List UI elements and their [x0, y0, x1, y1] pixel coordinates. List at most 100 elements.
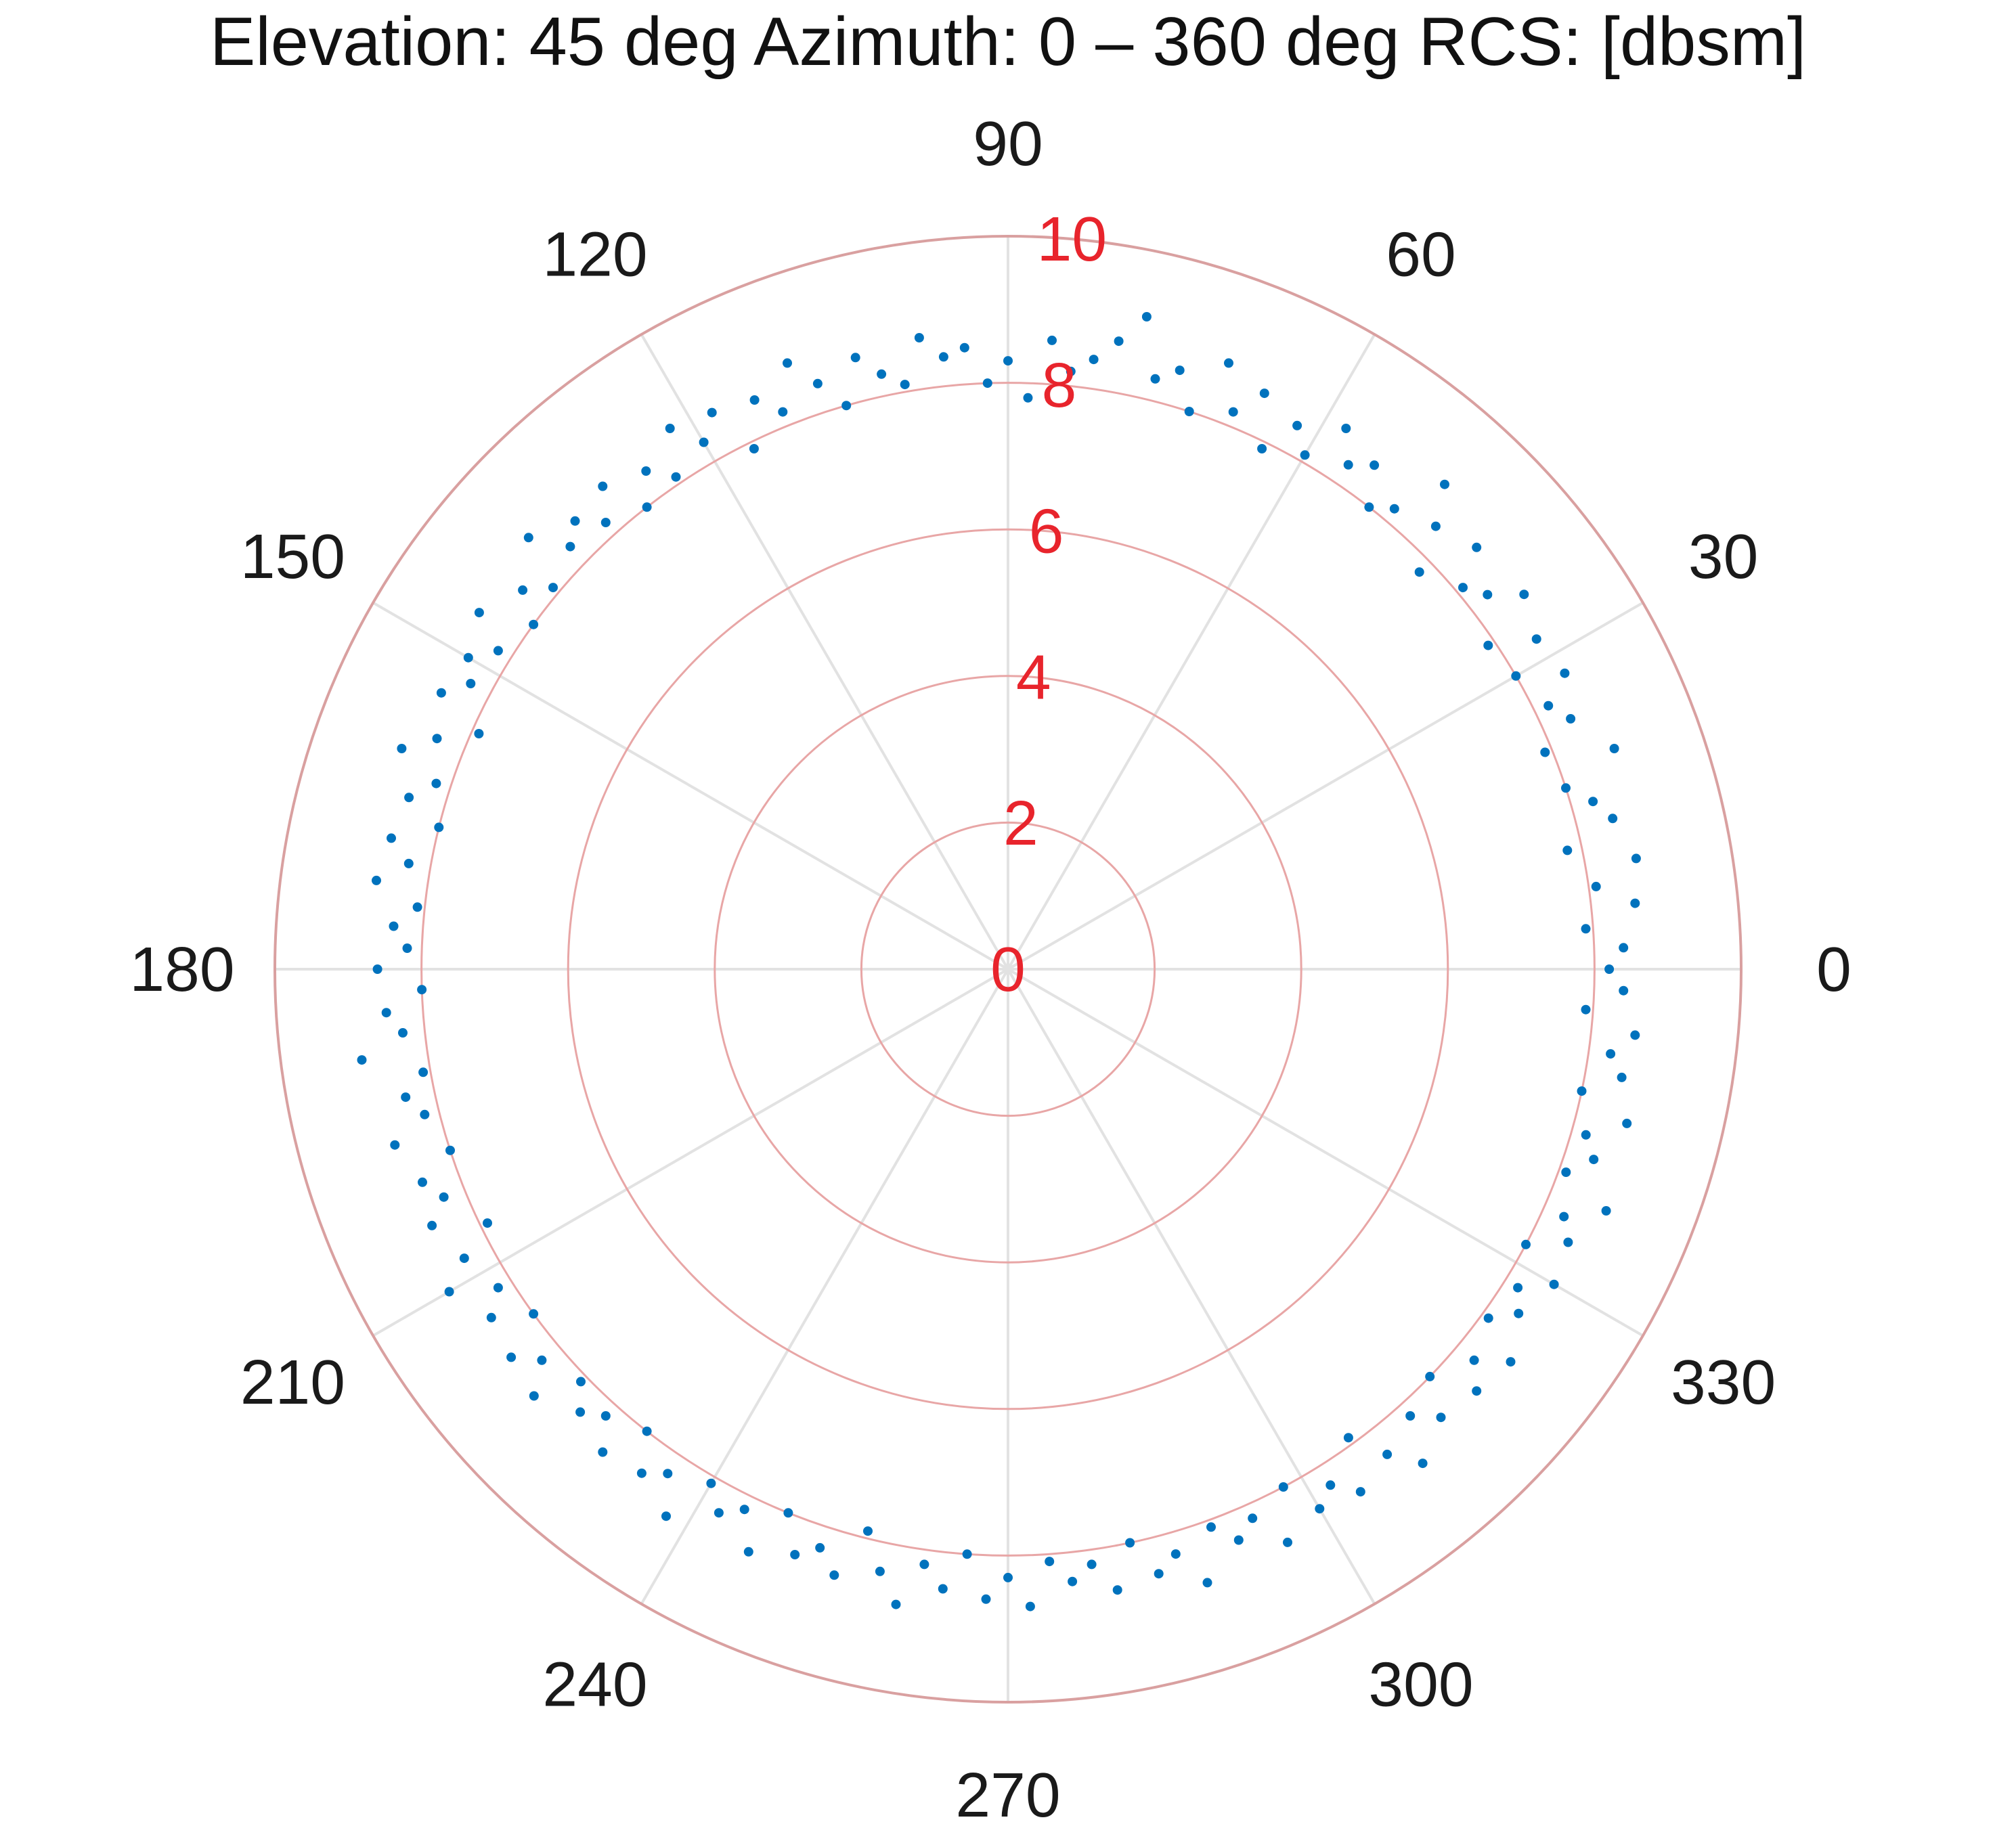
- data-point: [1355, 1487, 1365, 1497]
- data-point: [486, 1312, 496, 1322]
- data-point: [641, 466, 651, 476]
- spoke-30: [1007, 601, 1644, 971]
- data-point: [1617, 1072, 1627, 1082]
- data-point: [483, 1218, 492, 1228]
- data-point: [403, 858, 414, 868]
- theta-tick-label-330: 330: [1671, 1347, 1776, 1417]
- data-point: [1125, 1538, 1135, 1548]
- data-point: [1511, 671, 1521, 681]
- data-point: [1581, 924, 1591, 934]
- spoke-120: [640, 334, 1009, 970]
- data-point: [417, 985, 427, 995]
- data-point: [938, 352, 948, 362]
- data-point: [663, 1469, 673, 1479]
- data-point: [914, 333, 924, 342]
- data-point: [1630, 1030, 1640, 1040]
- data-point: [863, 1526, 873, 1536]
- data-point: [1283, 1537, 1292, 1547]
- data-point: [523, 533, 533, 543]
- data-point: [891, 1599, 901, 1609]
- data-point: [1506, 1357, 1516, 1367]
- data-point: [506, 1352, 517, 1362]
- data-point: [404, 793, 414, 803]
- data-point: [1566, 714, 1576, 724]
- data-point: [1483, 1313, 1493, 1323]
- data-point: [815, 1542, 825, 1553]
- data-point: [1206, 1522, 1216, 1532]
- radial-grid-rings: [273, 235, 1743, 1704]
- theta-tick-label-90: 90: [973, 108, 1043, 179]
- data-point: [671, 472, 681, 482]
- data-point: [431, 778, 441, 788]
- data-point: [749, 395, 760, 405]
- data-point: [1591, 881, 1601, 891]
- data-point: [714, 1508, 724, 1518]
- data-point: [706, 1478, 716, 1488]
- data-point: [1184, 407, 1194, 416]
- data-point: [1469, 1355, 1479, 1365]
- data-point: [1619, 943, 1629, 953]
- data-point: [783, 1508, 793, 1518]
- data-point: [1003, 1572, 1013, 1582]
- data-point: [575, 1407, 586, 1417]
- data-point: [1483, 590, 1493, 600]
- data-point: [1292, 420, 1302, 430]
- data-point: [402, 943, 412, 953]
- ring-6: [567, 528, 1449, 1410]
- data-point: [1609, 744, 1619, 753]
- data-point: [1202, 1578, 1212, 1588]
- data-points: [357, 312, 1641, 1611]
- data-point: [1228, 407, 1238, 417]
- data-point: [938, 1584, 948, 1594]
- data-point: [1581, 1130, 1591, 1140]
- data-point: [1087, 1559, 1097, 1570]
- ring-2: [860, 821, 1156, 1117]
- data-point: [1561, 783, 1571, 793]
- data-point: [427, 1220, 437, 1230]
- data-point: [1577, 1086, 1587, 1096]
- spoke-330: [1007, 968, 1644, 1337]
- data-point: [1150, 374, 1160, 384]
- data-point: [372, 875, 381, 885]
- theta-tick-label-0: 0: [1816, 934, 1851, 1004]
- data-point: [1514, 1308, 1524, 1318]
- data-point: [529, 1391, 539, 1401]
- data-point: [1588, 797, 1598, 807]
- data-point: [1630, 898, 1640, 908]
- data-point: [598, 481, 608, 491]
- data-point: [398, 1028, 408, 1038]
- data-point: [962, 1549, 972, 1559]
- data-point: [1619, 985, 1629, 996]
- data-point: [1325, 1480, 1336, 1490]
- data-point: [444, 1287, 454, 1297]
- radial-tick-labels: 0 2 4 6 8 10: [990, 204, 1107, 1004]
- theta-tick-label-120: 120: [542, 219, 647, 289]
- data-point: [875, 1566, 885, 1576]
- data-point: [1141, 312, 1152, 321]
- data-point: [642, 1426, 652, 1436]
- data-point: [537, 1355, 547, 1365]
- data-point: [1458, 583, 1468, 593]
- theta-tick-label-270: 270: [955, 1760, 1060, 1824]
- r-tick-label-10: 10: [1037, 204, 1107, 274]
- data-point: [1604, 964, 1615, 974]
- data-point: [1382, 1449, 1393, 1459]
- data-point: [877, 369, 887, 379]
- data-point: [707, 407, 717, 418]
- data-point: [1300, 450, 1310, 460]
- theta-tick-label-180: 180: [129, 934, 234, 1004]
- data-point: [1601, 1206, 1611, 1216]
- data-point: [1364, 502, 1374, 512]
- data-point: [1389, 504, 1399, 514]
- data-point: [900, 380, 910, 390]
- data-point: [1315, 1504, 1325, 1514]
- data-point: [749, 444, 759, 453]
- data-point: [432, 734, 442, 744]
- data-point: [1549, 1279, 1559, 1289]
- data-point: [1023, 393, 1033, 403]
- data-point: [576, 1377, 586, 1387]
- data-point: [565, 541, 575, 552]
- data-point: [518, 585, 528, 595]
- r-tick-label-2: 2: [1003, 788, 1038, 858]
